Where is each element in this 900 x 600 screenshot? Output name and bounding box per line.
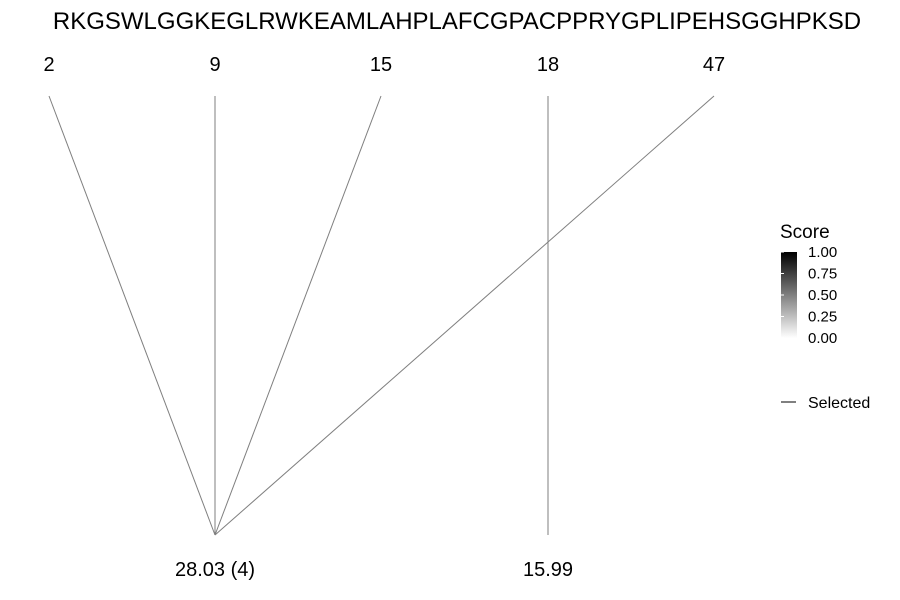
connection-line xyxy=(214,95,715,536)
position-label: 9 xyxy=(209,54,220,76)
group-label: 15.99 xyxy=(523,559,573,581)
colorbar-tick-label: 0.00 xyxy=(808,330,837,347)
colorbar-tick-label: 1.00 xyxy=(808,244,837,261)
group-label: 28.03 (4) xyxy=(175,559,255,581)
score-colorbar xyxy=(781,252,797,338)
position-labels: 2 9 15 18 47 xyxy=(43,54,725,76)
selected-legend-label: Selected xyxy=(808,395,870,412)
colorbar-tick-label: 0.75 xyxy=(808,266,837,283)
colorbar-tick-label: 0.50 xyxy=(808,287,837,304)
legend-ticks: 1.00 0.75 0.50 0.25 0.00 xyxy=(781,244,837,347)
legend: Score 1.00 0.75 0.50 0.25 0.00 Selected xyxy=(780,222,870,412)
connection-line xyxy=(214,95,382,536)
position-label: 15 xyxy=(370,54,392,76)
sequence-text: RKGSWLGGKEGLRWKEAMLAHPLAFCGPACPPRYGPLIPE… xyxy=(53,8,861,35)
legend-score-title: Score xyxy=(780,222,830,243)
connection-lines xyxy=(48,95,715,536)
position-label: 47 xyxy=(703,54,725,76)
position-label: 2 xyxy=(43,54,54,76)
colorbar-tick-label: 0.25 xyxy=(808,309,837,326)
group-labels: 28.03 (4) 15.99 xyxy=(175,559,573,581)
position-label: 18 xyxy=(537,54,559,76)
connection-line xyxy=(48,95,216,536)
